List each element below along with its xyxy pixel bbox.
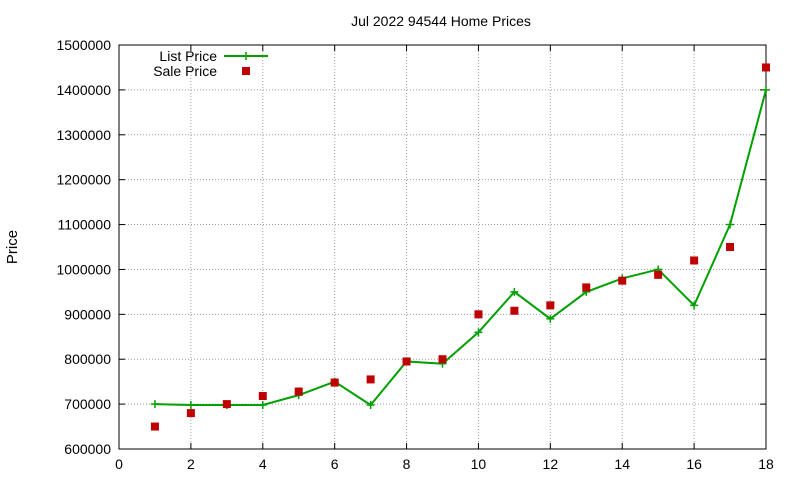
chart-title: Jul 2022 94544 Home Prices bbox=[351, 13, 531, 29]
y-tick-label: 700000 bbox=[64, 396, 111, 412]
sale-price-point bbox=[546, 301, 555, 310]
sale-price-point bbox=[330, 378, 339, 387]
list-price-point bbox=[546, 314, 555, 323]
x-tick-label: 14 bbox=[614, 456, 630, 472]
sale-price-point bbox=[582, 283, 591, 292]
y-tick-label: 1100000 bbox=[58, 217, 112, 233]
list-price-point bbox=[690, 301, 699, 310]
x-tick-label: 18 bbox=[758, 456, 774, 472]
y-axis-title: Price bbox=[4, 230, 21, 264]
x-tick-label: 6 bbox=[331, 456, 339, 472]
list-price-point bbox=[366, 401, 375, 410]
y-tick-label: 1300000 bbox=[56, 127, 111, 143]
sale-price-point bbox=[690, 256, 699, 265]
list-price-point bbox=[474, 328, 483, 337]
legend-label: Sale Price bbox=[153, 63, 217, 79]
grid bbox=[119, 45, 766, 449]
sale-price-point bbox=[258, 392, 267, 401]
x-tick-label: 12 bbox=[543, 456, 559, 472]
y-tick-label: 800000 bbox=[64, 351, 111, 367]
sale-price-point bbox=[366, 375, 375, 384]
x-tick-label: 2 bbox=[187, 456, 195, 472]
sale-price-point bbox=[150, 422, 159, 431]
list-price-line bbox=[154, 89, 767, 407]
axis-ticks: 0 2 4 6 8 10 12 14 16 18 600000 700000 800000 900000 1… bbox=[56, 37, 774, 472]
sale-price-point bbox=[510, 306, 519, 315]
legend-marker bbox=[242, 67, 250, 75]
list-price-point bbox=[762, 85, 770, 94]
list-price-point bbox=[726, 220, 735, 229]
sale-price-point bbox=[222, 400, 231, 409]
y-tick-label: 600000 bbox=[64, 441, 111, 457]
x-tick-label: 10 bbox=[471, 456, 487, 472]
y-tick-label: 900000 bbox=[64, 306, 111, 322]
x-tick-label: 0 bbox=[115, 456, 123, 472]
y-tick-label: 1000000 bbox=[56, 261, 111, 277]
y-tick-label: 1200000 bbox=[56, 172, 111, 188]
list-price-point bbox=[150, 400, 159, 409]
sale-price-point bbox=[762, 63, 770, 72]
list-price-point bbox=[258, 401, 267, 410]
list-price-point bbox=[186, 401, 195, 410]
plot-frame bbox=[118, 44, 767, 450]
sale-price-point bbox=[294, 387, 303, 396]
x-tick-label: 8 bbox=[403, 456, 411, 472]
sale-price-point bbox=[618, 276, 627, 285]
sale-price-point bbox=[438, 355, 447, 364]
x-tick-label: 4 bbox=[259, 456, 267, 472]
legend-label: List Price bbox=[159, 48, 217, 64]
sale-price-point bbox=[726, 243, 735, 251]
y-tick-label: 1400000 bbox=[56, 82, 111, 98]
sale-price-point bbox=[402, 357, 411, 366]
sale-price-point bbox=[474, 310, 483, 319]
legend-marker bbox=[242, 52, 250, 60]
sale-price-point bbox=[186, 409, 195, 418]
sale-price-point bbox=[654, 270, 663, 279]
list-price-point bbox=[510, 287, 519, 296]
y-tick-label: 1500000 bbox=[56, 37, 111, 53]
x-tick-label: 16 bbox=[686, 456, 702, 472]
series bbox=[150, 63, 770, 431]
